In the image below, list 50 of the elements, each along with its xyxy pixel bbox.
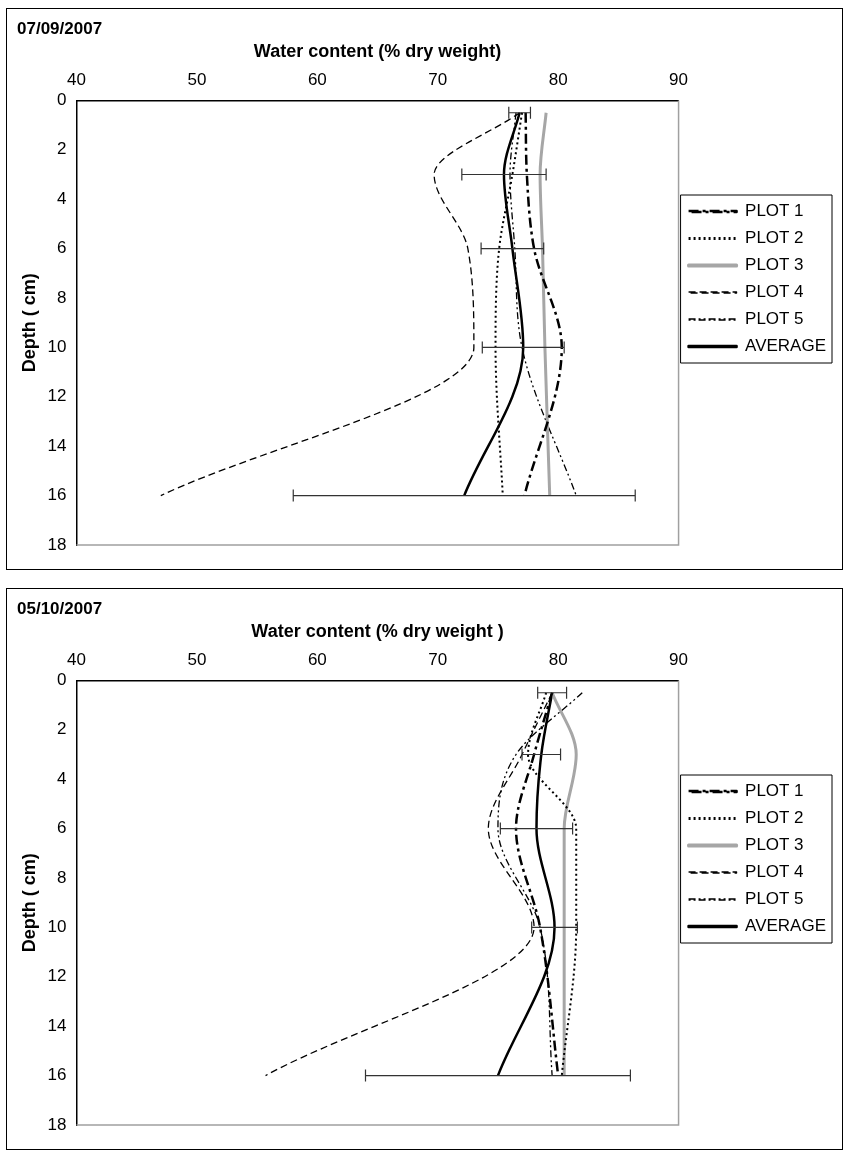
y-tick-label: 2 bbox=[57, 719, 67, 739]
x-tick-label: 70 bbox=[428, 649, 448, 669]
y-tick-label: 12 bbox=[47, 966, 67, 986]
legend-label: PLOT 3 bbox=[745, 835, 804, 855]
y-tick-label: 16 bbox=[47, 1065, 67, 1085]
x-tick-label: 40 bbox=[67, 69, 86, 89]
x-tick-label: 60 bbox=[307, 69, 327, 89]
y-tick-label: 14 bbox=[47, 435, 67, 455]
y-tick-label: 12 bbox=[47, 386, 67, 406]
x-tick-label: 90 bbox=[669, 649, 689, 669]
y-tick-label: 10 bbox=[47, 917, 67, 937]
y-tick-label: 0 bbox=[57, 90, 67, 110]
y-tick-label: 6 bbox=[57, 238, 67, 258]
legend-label: PLOT 5 bbox=[745, 889, 804, 909]
x-tick-label: 50 bbox=[187, 69, 207, 89]
y-tick-label: 8 bbox=[57, 867, 67, 887]
y-tick-label: 16 bbox=[47, 485, 67, 505]
x-tick-label: 50 bbox=[187, 649, 207, 669]
y-axis-title: Depth ( cm) bbox=[18, 273, 39, 373]
legend-label: AVERAGE bbox=[745, 336, 826, 356]
y-tick-label: 8 bbox=[57, 287, 67, 307]
y-tick-label: 6 bbox=[57, 818, 67, 838]
legend-label: PLOT 4 bbox=[745, 862, 804, 882]
x-tick-label: 80 bbox=[548, 649, 568, 669]
chart-title: 07/09/2007 bbox=[17, 18, 103, 38]
legend-label: PLOT 1 bbox=[745, 201, 804, 221]
x-tick-label: 40 bbox=[67, 649, 86, 669]
y-tick-label: 14 bbox=[47, 1015, 67, 1035]
y-tick-label: 2 bbox=[57, 139, 67, 159]
legend-label: PLOT 3 bbox=[745, 255, 804, 275]
x-tick-label: 70 bbox=[428, 69, 448, 89]
y-tick-label: 18 bbox=[47, 534, 67, 554]
chart-title: 05/10/2007 bbox=[17, 598, 103, 618]
y-axis-title: Depth ( cm) bbox=[18, 853, 39, 953]
legend-label: PLOT 2 bbox=[745, 228, 804, 248]
x-tick-label: 90 bbox=[669, 69, 689, 89]
legend-label: PLOT 1 bbox=[745, 781, 804, 801]
legend-label: AVERAGE bbox=[745, 916, 826, 936]
legend-label: PLOT 5 bbox=[745, 309, 804, 329]
x-axis-title: Water content (% dry weight ) bbox=[251, 621, 504, 642]
y-tick-label: 10 bbox=[47, 337, 67, 357]
x-tick-label: 80 bbox=[548, 69, 568, 89]
legend-label: PLOT 2 bbox=[745, 808, 804, 828]
x-axis-title: Water content (% dry weight) bbox=[253, 41, 502, 62]
y-tick-label: 0 bbox=[57, 670, 67, 690]
y-tick-label: 4 bbox=[57, 768, 67, 788]
y-tick-label: 18 bbox=[47, 1114, 67, 1134]
legend-label: PLOT 4 bbox=[745, 282, 804, 302]
y-tick-label: 4 bbox=[57, 188, 67, 208]
x-tick-label: 60 bbox=[307, 649, 327, 669]
